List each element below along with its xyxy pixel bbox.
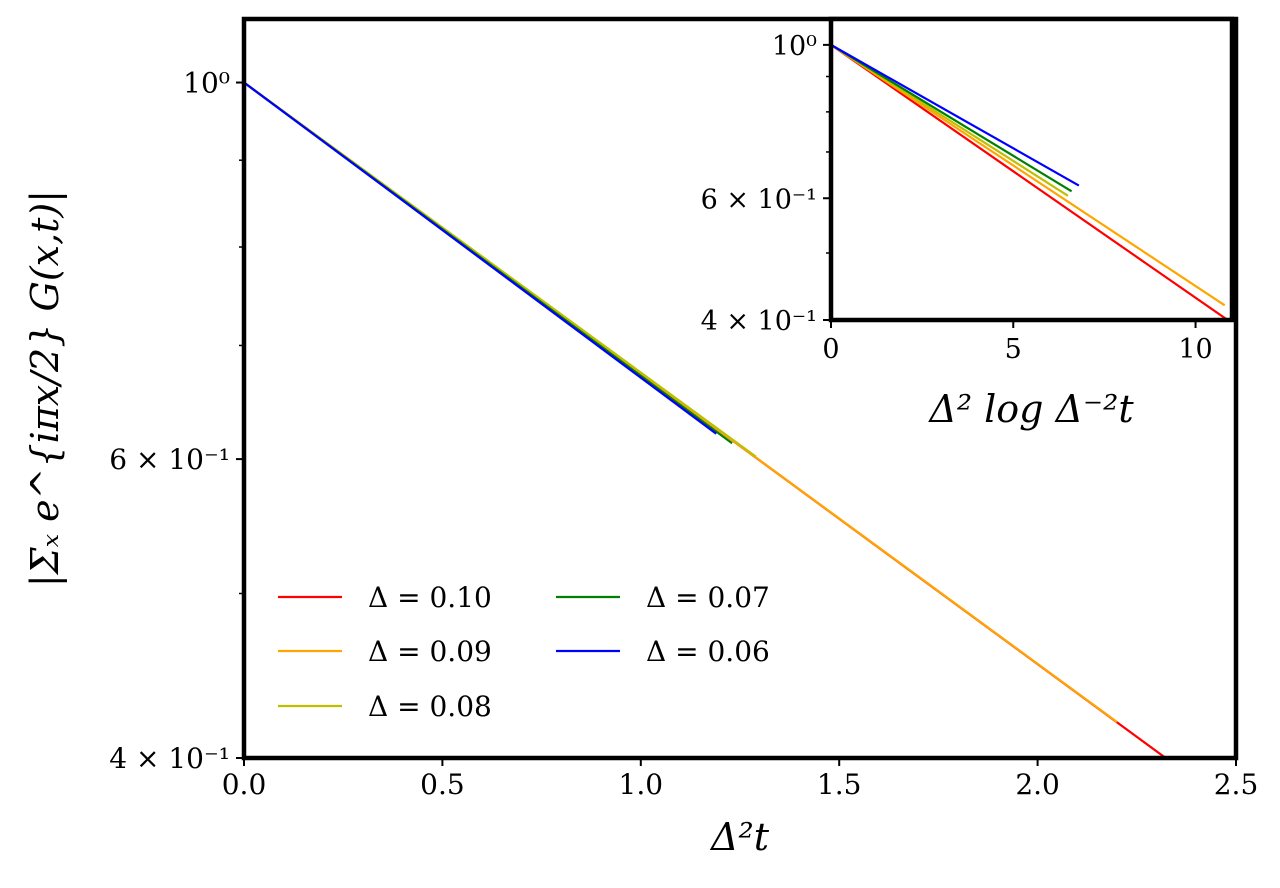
legend-item: Δ = 0.10 xyxy=(278,581,492,614)
inset-plot: 0 5 10 10⁰ 6 × 10⁻¹ 4 × 10⁻¹ Δ² log Δ⁻²t xyxy=(701,16,1235,431)
legend-label: Δ = 0.09 xyxy=(368,635,492,668)
inset-series-line-4 xyxy=(831,43,1080,187)
inset-series-line-0 xyxy=(831,43,1230,320)
inset-series-line-3 xyxy=(831,43,1073,193)
inset-y-ticks: 10⁰ 6 × 10⁻¹ 4 × 10⁻¹ xyxy=(701,31,831,337)
inset-plot-frame xyxy=(828,16,1235,323)
x-tick-label: 1.5 xyxy=(817,768,862,801)
legend-item: Δ = 0.08 xyxy=(278,690,492,723)
inset-y-tick-label: 10⁰ xyxy=(772,31,817,62)
y-axis-label: |Σₓ e^{iπx/2} G(x,t)| xyxy=(23,190,67,587)
legend-item: Δ = 0.07 xyxy=(556,581,770,614)
legend: Δ = 0.10 Δ = 0.09 Δ = 0.08 Δ = 0.07 Δ = 0.06 xyxy=(278,581,770,723)
inset-y-tick-label: 6 × 10⁻¹ xyxy=(701,184,817,215)
inset-x-tick-label: 0 xyxy=(822,334,839,365)
legend-label: Δ = 0.10 xyxy=(368,581,492,614)
inset-x-axis-label: Δ² log Δ⁻²t xyxy=(927,387,1134,431)
x-tick-label: 0.5 xyxy=(420,768,465,801)
legend-item: Δ = 0.09 xyxy=(278,635,492,668)
plot-frame xyxy=(241,16,1239,761)
inset-x-ticks: 0 5 10 xyxy=(822,320,1213,365)
inset-x-tick-label: 5 xyxy=(1005,334,1022,365)
x-ticks: 0.0 0.5 1.0 1.5 2.0 2.5 xyxy=(222,758,1259,801)
y-tick-label: 6 × 10⁻¹ xyxy=(109,443,230,476)
y-tick-label: 10⁰ xyxy=(183,67,230,100)
legend-label: Δ = 0.08 xyxy=(368,690,492,723)
y-tick-label: 4 × 10⁻¹ xyxy=(109,742,230,775)
legend-label: Δ = 0.07 xyxy=(646,581,770,614)
x-tick-label: 2.5 xyxy=(1214,768,1259,801)
inset-series-lines xyxy=(831,43,1230,320)
legend-item: Δ = 0.06 xyxy=(556,635,770,668)
inset-series-line-1 xyxy=(831,43,1226,307)
x-tick-label: 2.0 xyxy=(1015,768,1060,801)
inset-plot-area xyxy=(831,19,1232,320)
legend-label: Δ = 0.06 xyxy=(646,635,770,668)
y-ticks: 10⁰ 6 × 10⁻¹ 4 × 10⁻¹ xyxy=(109,67,244,775)
x-tick-label: 1.0 xyxy=(619,768,664,801)
x-axis-label: Δ²t xyxy=(709,815,770,859)
series-line-4 xyxy=(244,81,717,435)
inset-y-tick-label: 4 × 10⁻¹ xyxy=(701,306,817,337)
series-lines xyxy=(244,81,1168,758)
inset-x-tick-label: 10 xyxy=(1178,334,1212,365)
x-tick-label: 0.0 xyxy=(222,768,267,801)
